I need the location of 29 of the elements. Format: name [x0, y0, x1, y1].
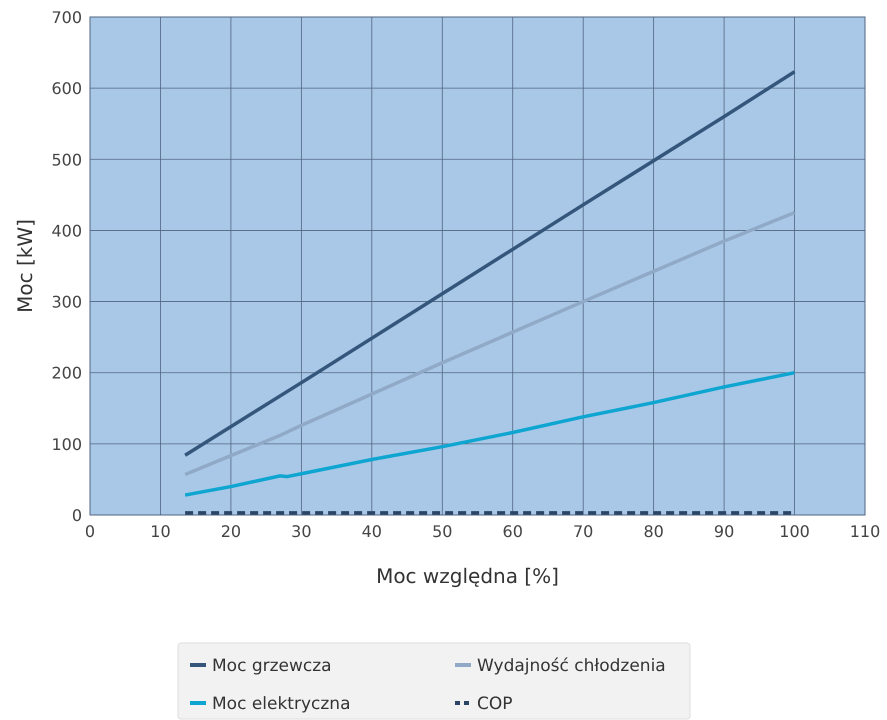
y-tick-label: 100 [51, 434, 82, 454]
legend-label: COP [477, 694, 513, 714]
y-tick-label: 0 [72, 506, 82, 525]
x-tick-label: 0 [84, 522, 96, 541]
y-tick-label: 600 [51, 79, 82, 98]
x-tick-label: 50 [432, 522, 452, 541]
x-tick-label: 90 [714, 522, 734, 541]
x-tick-label: 70 [573, 522, 594, 541]
x-tick-label: 80 [643, 522, 664, 541]
y-tick-label: 500 [51, 150, 82, 170]
legend-label: Wydajność chłodzenia [477, 656, 666, 676]
x-axis-title: Moc względna [%] [376, 564, 559, 588]
x-tick-label: 100 [779, 522, 810, 541]
legend-label: Moc elektryczna [212, 694, 350, 714]
x-tick-label: 110 [850, 522, 880, 541]
y-tick-label: 700 [51, 8, 82, 27]
x-tick-label: 40 [362, 522, 382, 541]
x-tick-label: 10 [150, 522, 171, 541]
y-tick-label: 300 [51, 292, 82, 312]
line-series [183, 370, 796, 497]
x-tick-label: 30 [291, 522, 312, 541]
y-tick-label: 400 [51, 221, 82, 240]
line-series [183, 210, 796, 476]
x-tick-label: 60 [502, 522, 523, 541]
y-axis-title: Moc [kW] [13, 219, 37, 313]
x-tick-label: 20 [220, 522, 242, 541]
line-series [183, 70, 796, 457]
legend-label: Moc grzewcza [212, 656, 332, 676]
y-tick-label: 200 [51, 364, 82, 383]
